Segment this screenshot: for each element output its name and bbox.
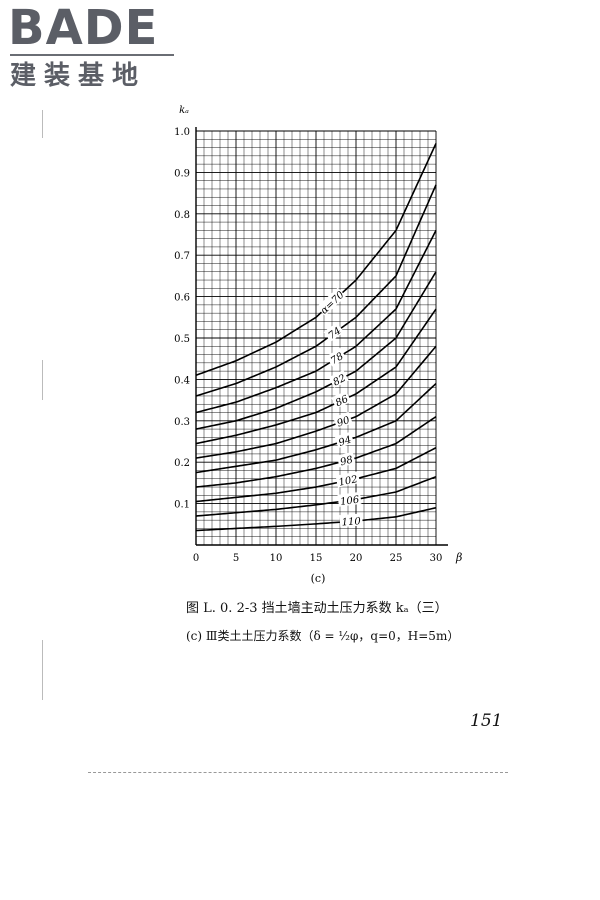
series-line: [195, 382, 437, 474]
series-label: 110: [341, 516, 361, 528]
chart-series: [195, 143, 437, 532]
logo-divider: [10, 54, 174, 56]
y-tick-label: 0.9: [174, 168, 190, 179]
series-line: [195, 475, 437, 517]
series-label-bg: [328, 369, 349, 389]
series-label-group: 106: [337, 491, 362, 509]
x-tick-label: 10: [270, 553, 283, 564]
series-line: [195, 506, 437, 532]
series-label-bg: [337, 491, 362, 507]
scan-mark: [42, 640, 43, 700]
figure-subcaption: (c) Ⅲ类土土压力系数（δ = ½φ，q=0，H=5m）: [186, 629, 460, 643]
series-label-bg: [326, 347, 347, 367]
series-label-group: 102: [335, 471, 361, 489]
x-tick-label: 15: [310, 553, 323, 564]
panel-label: (c): [311, 572, 326, 585]
series-line: [195, 308, 437, 445]
series-line: [195, 229, 437, 414]
series-label-bg: [333, 411, 353, 429]
y-tick-label: 0.1: [174, 500, 190, 511]
series-label-bg: [331, 390, 352, 409]
y-tick-label: 0.5: [174, 334, 190, 345]
y-tick-label: 0.3: [174, 417, 190, 428]
series-label-group: 98: [336, 451, 356, 469]
x-tick-label: 5: [233, 553, 239, 564]
chart-axes: 0.1 0.2 0.3 0.4 0.5 0.6 0.7 0.8 0.9 1.0 0 5 10 15 20 25…: [174, 105, 462, 564]
series-label-bg: [336, 451, 356, 468]
page-number: 151: [470, 711, 503, 731]
series-line: [195, 345, 437, 459]
x-tick-label: 20: [350, 553, 363, 564]
bade-logo: BADE 建装基地: [8, 2, 178, 97]
series-line: [195, 271, 437, 430]
y-axis-label: kₐ: [179, 105, 189, 116]
series-label-bg: [334, 431, 355, 449]
y-tick-label: 0.8: [174, 210, 190, 221]
series-line: [195, 143, 437, 377]
series-line: [195, 184, 437, 397]
series-label-bg: [316, 287, 346, 316]
series-label-group: 74: [323, 322, 344, 342]
y-tick-label: 0.2: [174, 458, 190, 469]
series-label: 94: [337, 435, 352, 449]
x-tick-label: 0: [193, 553, 199, 564]
series-line: [195, 415, 437, 488]
logo-wordmark: BADE: [8, 0, 159, 56]
y-tick-label: 0.6: [174, 293, 190, 304]
x-tick-label: 30: [430, 553, 443, 564]
series-label-group: 94: [334, 431, 355, 449]
series-label-group: 82: [328, 369, 349, 389]
series-label: 98: [339, 455, 354, 469]
series-label-group: 90: [333, 411, 353, 430]
series-label-group: 86: [331, 390, 352, 410]
series-label: 90: [336, 415, 352, 430]
y-tick-label: 0.7: [174, 251, 190, 262]
series-label-bg: [335, 471, 361, 488]
series-label-bg: [323, 322, 344, 342]
scan-mark: [42, 360, 43, 400]
scan-mark: [42, 110, 43, 138]
series-label-bg: [339, 513, 363, 528]
series-label: 106: [340, 495, 361, 509]
y-tick-label: 1.0: [174, 127, 190, 138]
series-label: 86: [334, 394, 351, 410]
x-tick-label: 25: [390, 553, 403, 564]
series-line: [195, 447, 437, 503]
series-label: 82: [331, 373, 347, 389]
x-axis-label: β: [455, 551, 462, 564]
page-bottom-rule: [88, 772, 508, 773]
series-label-group: 110: [339, 513, 363, 529]
series-label: 102: [338, 474, 359, 489]
series-label-group: 78: [326, 347, 347, 367]
logo-subtitle: 建装基地: [10, 61, 147, 91]
figure-caption: 图 L. 0. 2-3 挡土墙主动土压力系数 kₐ（三）: [186, 601, 448, 616]
y-tick-label: 0.4: [174, 375, 190, 386]
